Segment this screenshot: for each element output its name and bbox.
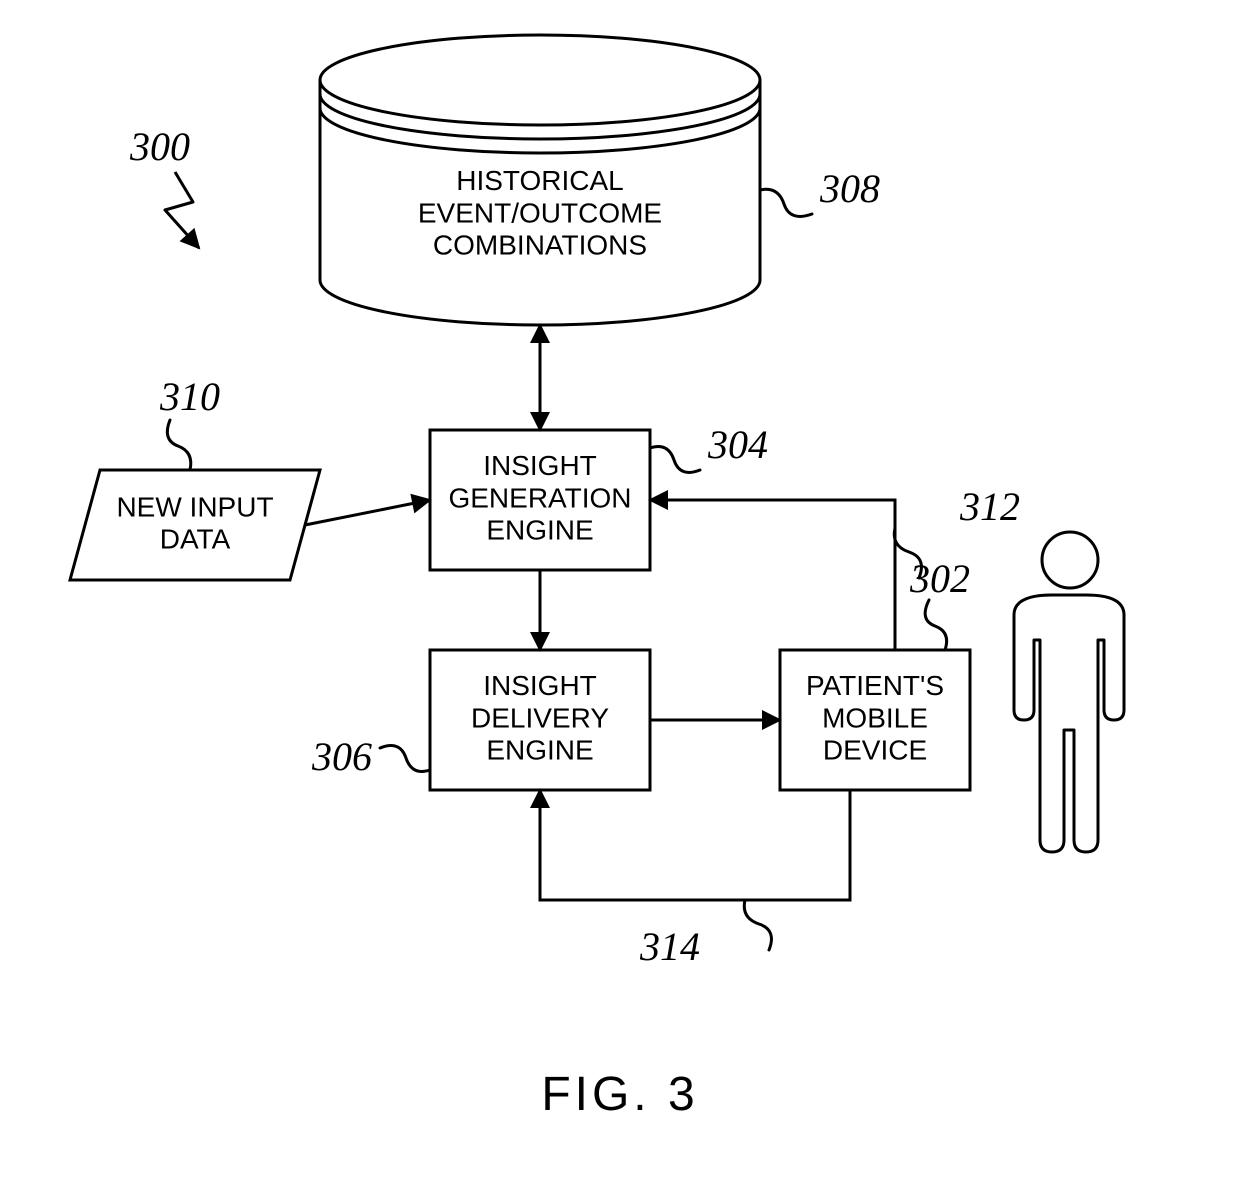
ref-300-pointer — [165, 172, 199, 248]
ref-310: 310 — [159, 374, 220, 419]
insight-delivery-engine-node-label: INSIGHT — [483, 670, 597, 701]
person-icon — [1042, 532, 1098, 588]
insight-generation-engine-node-label: GENERATION — [448, 482, 631, 513]
edge-mobile-gen — [650, 500, 895, 650]
insight-delivery-engine-node-label: DELIVERY — [471, 702, 609, 733]
patient-mobile-device-node-label: PATIENT'S — [806, 670, 944, 701]
insight-delivery-engine-node-label: ENGINE — [486, 735, 593, 766]
person-body-icon — [1014, 595, 1124, 852]
figure-label: FIG. 3 — [541, 1068, 698, 1121]
database-label: COMBINATIONS — [433, 230, 647, 261]
ref-312: 312 — [959, 484, 1020, 529]
ref-300: 300 — [129, 124, 190, 169]
patient-mobile-device-node-label: DEVICE — [823, 735, 927, 766]
ref-304: 304 — [707, 422, 768, 467]
edge-input-gen — [305, 500, 430, 525]
patient-mobile-device-node-label: MOBILE — [822, 702, 928, 733]
ref-308: 308 — [819, 166, 880, 211]
edge-mobile-del — [540, 790, 850, 900]
ref-306: 306 — [311, 734, 372, 779]
input-label: NEW INPUT — [116, 491, 273, 522]
ref-314: 314 — [639, 924, 700, 969]
insight-generation-engine-node-label: INSIGHT — [483, 450, 597, 481]
figure-3-diagram: HISTORICALEVENT/OUTCOMECOMBINATIONS 308 NE… — [0, 0, 1240, 1190]
database-label: HISTORICAL — [456, 165, 624, 196]
input-label: DATA — [160, 523, 231, 554]
database-label: EVENT/OUTCOME — [418, 197, 662, 228]
insight-generation-engine-node-label: ENGINE — [486, 515, 593, 546]
